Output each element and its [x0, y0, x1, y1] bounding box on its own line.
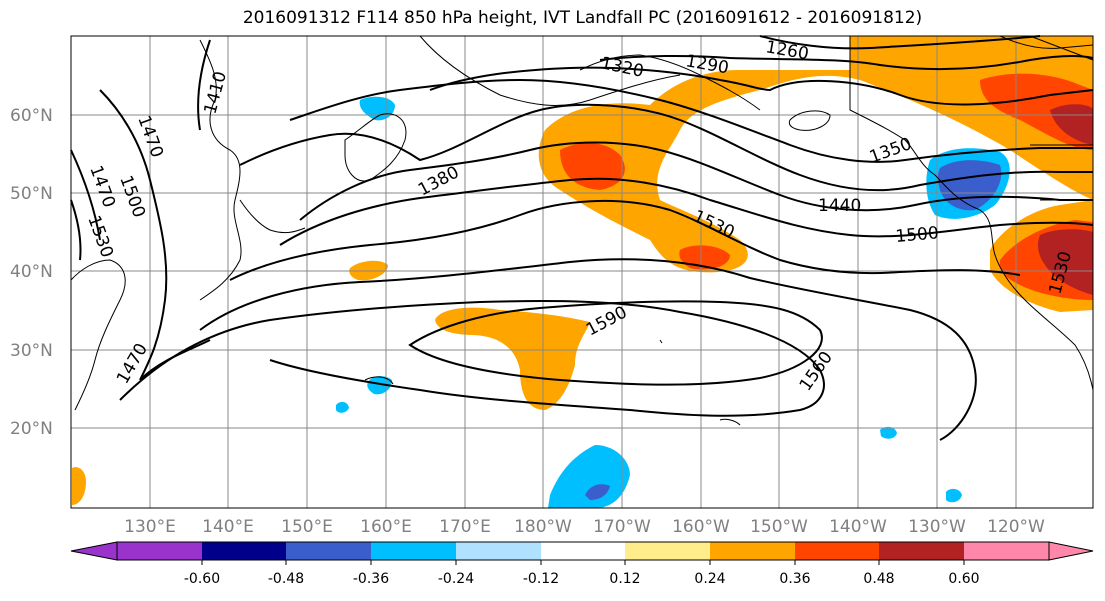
colorbar-tick-label: 0.36	[779, 571, 810, 587]
colorbar-tick-label: -0.24	[438, 571, 474, 587]
lat-label: 50°N	[10, 184, 53, 204]
lat-label: 30°N	[10, 341, 53, 361]
contour-label: 1470	[113, 340, 152, 387]
positive-ivt-region	[435, 307, 590, 410]
lon-label: 170°W	[593, 517, 651, 537]
contour-label: 1410	[201, 69, 232, 116]
lon-label: 160°E	[360, 517, 412, 537]
map-frame	[70, 35, 1094, 509]
contour-label: 1530	[83, 213, 117, 260]
lon-label: 150°W	[750, 517, 808, 537]
colorbar-segment	[202, 542, 286, 560]
contour-label: 1350	[867, 134, 914, 168]
negative-ivt-region	[880, 426, 897, 439]
lon-label: 180°W	[514, 517, 572, 537]
colorbar-tick-label: -0.48	[268, 571, 304, 587]
colorbar-segment	[286, 542, 371, 560]
positive-ivt-region	[1050, 104, 1093, 145]
negative-ivt-region	[585, 484, 610, 500]
negative-ivt-region	[946, 488, 962, 503]
colorbar-segment	[541, 542, 625, 560]
colorbar-tick-label: -0.60	[184, 571, 220, 587]
lon-label: 150°E	[281, 517, 333, 537]
colorbar-tick-label: 0.12	[609, 571, 640, 587]
colorbar-extend-low	[70, 541, 118, 561]
colorbar-extend-high	[1048, 541, 1094, 561]
colorbar-segment	[117, 542, 202, 560]
colorbar-tick-label: -0.12	[523, 571, 559, 587]
colorbar-segment	[795, 542, 879, 560]
contour-label: 1260	[764, 37, 810, 64]
colorbar-tick-label: 0.24	[694, 571, 725, 587]
positive-ivt-region	[1037, 229, 1093, 295]
contour-label: 1440	[818, 196, 861, 216]
negative-ivt-region	[336, 401, 349, 413]
contour-label: 1470	[133, 113, 167, 160]
height-contours	[70, 35, 1094, 441]
latitude-labels: 60°N 50°N 40°N 30°N 20°N	[10, 106, 53, 439]
contour-label: 1590	[583, 302, 631, 340]
contour-label: 1500	[115, 173, 149, 220]
colorbar-tick-label: 0.48	[863, 571, 894, 587]
colorbar-segment	[964, 542, 1049, 560]
positive-ivt-region	[72, 467, 86, 505]
lon-label: 140°W	[829, 517, 887, 537]
lat-label: 40°N	[10, 262, 53, 282]
contour-label: 1560	[796, 348, 837, 395]
colorbar-segment	[456, 542, 541, 560]
lon-label: 120°W	[987, 517, 1045, 537]
longitude-labels: 130°E 140°E 150°E 160°E 170°E 180°W 170°…	[124, 517, 1045, 537]
colorbar-segment	[625, 542, 710, 560]
contour-label: 1470	[85, 163, 119, 210]
contour-label: 1500	[895, 223, 940, 247]
colorbar-tick-label: 0.60	[948, 571, 979, 587]
ivt-shading	[72, 36, 1093, 508]
map-title: 2016091312 F114 850 hPa height, IVT Land…	[242, 8, 923, 28]
lon-label: 130°E	[124, 517, 176, 537]
colorbar-segment	[710, 542, 795, 560]
lon-label: 170°E	[439, 517, 491, 537]
colorbar-tick-label: -0.36	[353, 571, 389, 587]
negative-ivt-region	[548, 445, 630, 508]
lon-label: 130°W	[908, 517, 966, 537]
colorbar: -0.60 -0.48 -0.36 -0.24 -0.12 0.12 0.24 …	[70, 541, 1094, 587]
lat-label: 60°N	[10, 106, 53, 126]
colorbar-segment	[371, 542, 456, 560]
colorbar-ticks	[201, 560, 965, 565]
lon-label: 140°E	[202, 517, 254, 537]
graticule	[71, 36, 1093, 508]
lat-label: 20°N	[10, 419, 53, 439]
lon-label: 160°W	[672, 517, 730, 537]
colorbar-frame	[116, 541, 1050, 561]
colorbar-segment	[879, 542, 964, 560]
